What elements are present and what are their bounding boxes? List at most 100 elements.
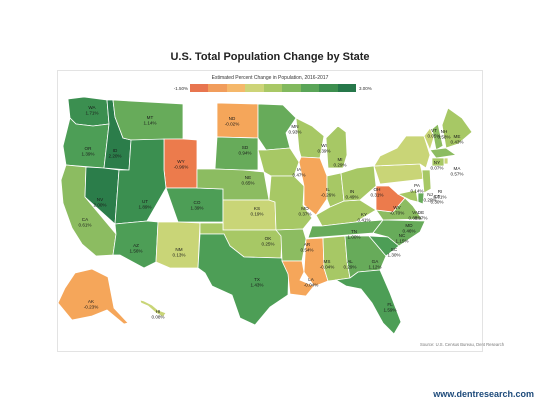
state-hi[interactable]: [139, 299, 167, 318]
state-value-label: 0.94%: [238, 151, 251, 156]
legend-swatch: [319, 84, 338, 92]
source-note: Source: U.S. Census Bureau, Dent Researc…: [420, 342, 505, 347]
state-abbr-label: WI: [321, 143, 327, 148]
state-abbr-label: KS: [254, 206, 260, 211]
state-abbr-label: VT: [431, 128, 437, 133]
state-value-label: 0.08%: [151, 315, 164, 320]
state-value-label: 0.58%: [437, 135, 450, 140]
state-ak[interactable]: [57, 268, 129, 325]
state-value-label: 0.93%: [288, 130, 301, 135]
legend-swatch: [282, 84, 301, 92]
state-ny[interactable]: [373, 135, 431, 169]
state-abbr-label: MI: [337, 157, 342, 162]
state-abbr-label: NC: [399, 233, 406, 238]
state-oh[interactable]: [340, 165, 377, 202]
state-value-label: 1.39%: [190, 206, 203, 211]
state-value-label: 1.71%: [85, 111, 98, 116]
state-value-label: 2.20%: [108, 154, 121, 159]
state-value-label: -0.23%: [84, 305, 99, 310]
state-value-label: -0.02%: [225, 122, 240, 127]
state-de[interactable]: [417, 192, 425, 205]
state-mi[interactable]: [325, 125, 348, 169]
state-value-label: 0.30%: [430, 200, 443, 205]
state-abbr-label: CA: [82, 217, 89, 222]
state-or[interactable]: [62, 117, 110, 169]
state-ri[interactable]: [443, 157, 449, 165]
state-abbr-label: NE: [245, 175, 251, 180]
state-abbr-label: NY: [434, 160, 440, 165]
state-value-label: 0.31%: [370, 193, 383, 198]
state-value-label: 1.14%: [143, 121, 156, 126]
state-mn[interactable]: [257, 103, 297, 151]
state-value-label: 1.30%: [387, 253, 400, 258]
state-value-label: 0.46%: [402, 229, 415, 234]
state-value-label: 0.14%: [410, 189, 423, 194]
state-mo[interactable]: [268, 175, 313, 231]
state-abbr-label: MS: [324, 259, 331, 264]
state-nh[interactable]: [431, 123, 444, 151]
state-value-label: 0.97%: [414, 216, 427, 221]
state-md[interactable]: [396, 189, 419, 203]
state-abbr-label: NM: [175, 247, 182, 252]
state-abbr-label: TX: [254, 277, 260, 282]
legend-max-label: 3.00%: [359, 86, 372, 91]
state-value-label: 0.25%: [261, 242, 274, 247]
state-value-label: 0.66%: [408, 216, 421, 221]
state-abbr-label: WA: [88, 105, 96, 110]
state-abbr-label: NH: [441, 129, 448, 134]
state-ct[interactable]: [431, 157, 445, 167]
state-abbr-label: MD: [405, 223, 413, 228]
state-fl[interactable]: [334, 269, 402, 335]
state-value-label: 0.47%: [292, 173, 305, 178]
state-value-label: 0.54%: [300, 248, 313, 253]
state-wv[interactable]: [375, 185, 406, 213]
state-value-label: 1.59%: [383, 308, 396, 313]
state-abbr-label: VA: [412, 210, 419, 215]
legend-swatch: [208, 84, 227, 92]
state-value-label: 2.00%: [93, 203, 106, 208]
state-value-label: 0.19%: [250, 212, 263, 217]
state-abbr-label: SC: [391, 247, 398, 252]
state-abbr-label: MA: [454, 166, 462, 171]
state-nj[interactable]: [421, 169, 432, 194]
state-pa[interactable]: [373, 163, 425, 185]
state-nd[interactable]: [216, 102, 259, 139]
state-value-label: 1.15%: [395, 239, 408, 244]
state-abbr-label: DE: [418, 210, 424, 215]
state-abbr-label: AL: [347, 259, 353, 264]
state-ia[interactable]: [257, 147, 300, 177]
website-url[interactable]: www.dentresearch.com: [433, 389, 534, 399]
state-nm[interactable]: [155, 221, 201, 269]
state-value-label: 1.00%: [347, 235, 360, 240]
state-value-label: -0.96%: [174, 165, 189, 170]
state-abbr-label: AR: [304, 242, 311, 247]
state-abbr-label: IA: [297, 167, 302, 172]
legend-swatch: [226, 84, 246, 92]
state-abbr-label: WV: [393, 205, 401, 210]
state-abbr-label: CO: [194, 200, 201, 205]
state-ma[interactable]: [429, 147, 458, 159]
state-value-label: -0.26%: [321, 193, 336, 198]
state-value-label: 0.49%: [345, 195, 358, 200]
state-value-label: 0.65%: [241, 181, 254, 186]
legend-title: Estimated Percent Change in Population, …: [211, 75, 329, 81]
state-value-label: 0.37%: [298, 212, 311, 217]
state-abbr-label: ME: [454, 134, 461, 139]
state-abbr-label: NV: [97, 197, 104, 202]
state-abbr-label: OH: [374, 187, 381, 192]
state-labels: WA1.71%OR1.39%CA0.61%NV2.00%ID2.20%MT1.1…: [78, 105, 463, 320]
state-value-label: 0.05%: [427, 134, 440, 139]
state-abbr-label: PA: [414, 183, 421, 188]
state-tx[interactable]: [197, 233, 290, 326]
legend-swatch: [337, 84, 356, 92]
state-abbr-label: AK: [88, 299, 95, 304]
state-abbr-label: MN: [291, 124, 298, 129]
state-sd[interactable]: [214, 136, 259, 171]
state-abbr-label: NJ: [427, 192, 433, 197]
state-value-label: 0.20%: [423, 198, 436, 203]
state-value-label: 1.12%: [368, 265, 381, 270]
state-value-label: 0.29%: [333, 163, 346, 168]
state-abbr-label: ND: [229, 116, 236, 121]
state-value-label: 1.56%: [129, 249, 142, 254]
state-abbr-label: AZ: [133, 243, 139, 248]
